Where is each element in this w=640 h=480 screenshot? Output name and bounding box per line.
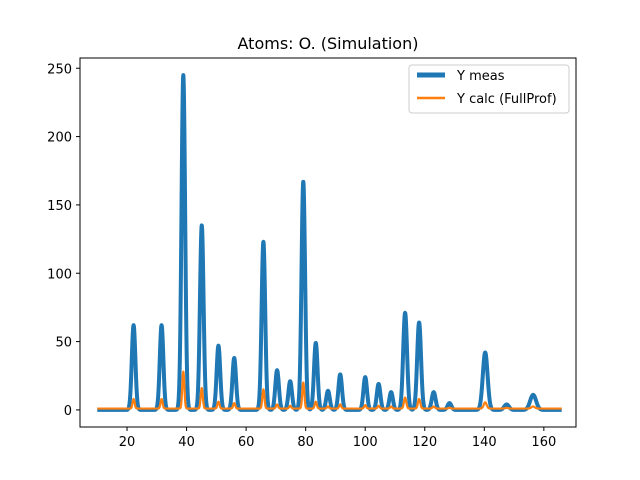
legend-box (408, 64, 570, 114)
y-tick-label: 0 (64, 404, 72, 419)
legend: Y meas Y calc (FullProf) (408, 64, 570, 114)
series-y-calc-line (96, 370, 563, 410)
y-axis-ticks: 0 50 100 150 200 250 (47, 62, 80, 419)
series-layer (95, 73, 564, 412)
y-tick-label: 250 (47, 62, 72, 77)
y-tick-label: 200 (47, 131, 72, 146)
x-tick-label: 140 (472, 435, 497, 450)
axes-frame (79, 57, 577, 428)
y-tick-label: 50 (55, 336, 72, 351)
legend-label-y-meas: Y meas (456, 69, 505, 84)
x-tick-label: 100 (353, 435, 378, 450)
x-tick-label: 160 (531, 435, 556, 450)
x-tick-label: 80 (297, 435, 314, 450)
x-tick-label: 120 (412, 435, 437, 450)
legend-label-y-calc: Y calc (FullProf) (456, 92, 557, 107)
y-tick-label: 100 (47, 267, 72, 282)
x-tick-label: 60 (238, 435, 255, 450)
x-axis-ticks: 20 40 60 80 100 120 140 160 (119, 427, 556, 450)
x-tick-label: 40 (178, 435, 195, 450)
chart-title: Atoms: O. (Simulation) (238, 34, 419, 53)
series-y-meas-line (95, 73, 564, 412)
plot-area (79, 57, 577, 428)
x-tick-label: 20 (119, 435, 136, 450)
y-tick-label: 150 (47, 199, 72, 214)
